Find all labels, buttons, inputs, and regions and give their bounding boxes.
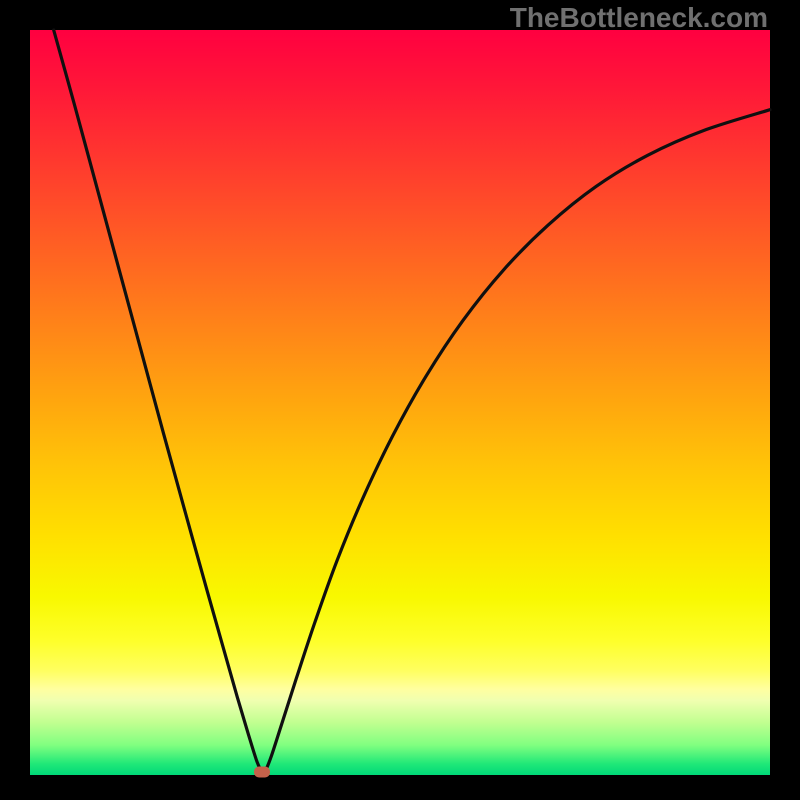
optimum-marker: [254, 767, 270, 778]
bottleneck-curve: [30, 30, 770, 775]
watermark-text: TheBottleneck.com: [510, 2, 768, 34]
chart-root: TheBottleneck.com: [0, 0, 800, 800]
plot-area: [30, 30, 770, 775]
